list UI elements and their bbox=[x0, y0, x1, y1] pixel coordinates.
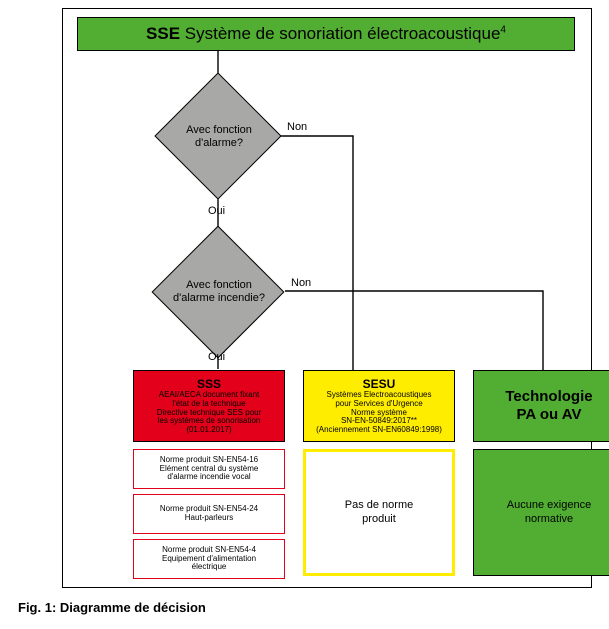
sss-box: SSS AEAI/AECA document fixantl'état de l… bbox=[133, 370, 285, 442]
page: SSE Système de sonoriation électroacoust… bbox=[0, 0, 609, 629]
title-sup: 4 bbox=[500, 24, 506, 35]
decision-alarm-no: Non bbox=[287, 121, 307, 133]
title-text: SSE Système de sonoriation électroacoust… bbox=[146, 24, 506, 44]
title-bold: SSE bbox=[146, 24, 180, 43]
sss-product-box: Norme produit SN-EN54-4Equipement d'alim… bbox=[133, 539, 285, 579]
title-rest: Système de sonoriation électroacoustique bbox=[180, 24, 500, 43]
sesu-title: SESU bbox=[308, 377, 450, 391]
tech-sub-box: Aucune exigence normative bbox=[473, 449, 609, 576]
decision-fire-yes: Oui bbox=[208, 351, 225, 363]
tech-sub-text: Aucune exigence normative bbox=[478, 499, 609, 525]
sss-content: SSS AEAI/AECA document fixantl'état de l… bbox=[138, 377, 280, 435]
tech-box: Technologie PA ou AV bbox=[473, 370, 609, 442]
diagram-frame: SSE Système de sonoriation électroacoust… bbox=[62, 8, 592, 588]
sesu-product-text: Pas de norme produit bbox=[310, 499, 448, 525]
decision-alarm-yes: Oui bbox=[208, 205, 225, 217]
figure-caption: Fig. 1: Diagramme de décision bbox=[18, 600, 206, 615]
decision-fire-no: Non bbox=[291, 277, 311, 289]
sss-product-box: Norme produit SN-EN54-16Elément central … bbox=[133, 449, 285, 489]
sesu-content: SESU Systèmes Electroacoustiquespour Ser… bbox=[308, 377, 450, 435]
tech-text: Technologie PA ou AV bbox=[478, 388, 609, 424]
sss-lines: AEAI/AECA document fixantl'état de la te… bbox=[138, 391, 280, 435]
sesu-lines: Systèmes Electroacoustiquespour Services… bbox=[308, 391, 450, 435]
title-box: SSE Système de sonoriation électroacoust… bbox=[77, 17, 575, 51]
sss-title: SSS bbox=[138, 377, 280, 391]
sesu-product-box: Pas de norme produit bbox=[303, 449, 455, 576]
sesu-box: SESU Systèmes Electroacoustiquespour Ser… bbox=[303, 370, 455, 442]
sss-product-box: Norme produit SN-EN54-24Haut-parleurs bbox=[133, 494, 285, 534]
